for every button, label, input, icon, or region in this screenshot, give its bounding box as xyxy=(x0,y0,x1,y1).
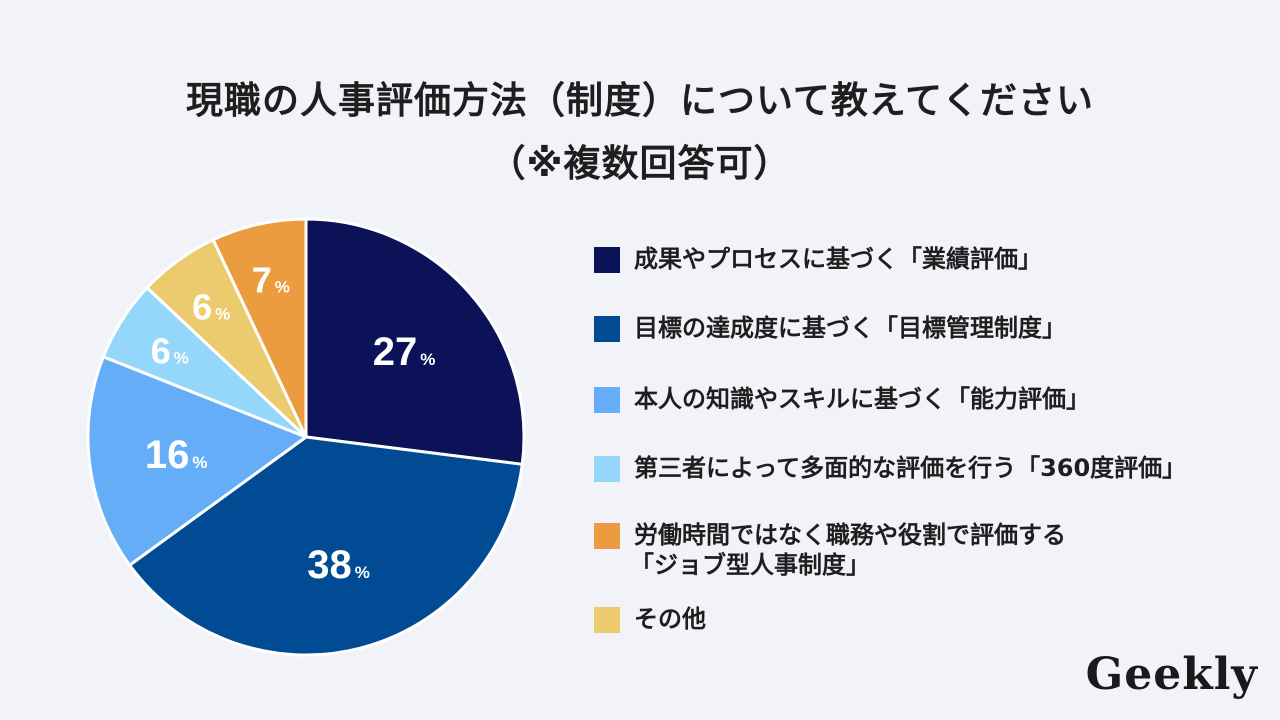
pie-slice-1 xyxy=(304,217,526,466)
legend-label: 第三者によって多面的な評価を行う「360度評価」 xyxy=(634,454,1187,482)
pie-slice-2 xyxy=(128,435,524,657)
legend-item: その他 xyxy=(594,604,706,634)
legend-item: 労働時間ではなく職務や役割で評価する 「ジョブ型人事制度」 xyxy=(594,520,1066,580)
legend-item: 目標の達成度に基づく「目標管理制度」 xyxy=(594,313,1066,343)
legend-label: 目標の達成度に基づく「目標管理制度」 xyxy=(634,314,1066,342)
legend-item: 第三者によって多面的な評価を行う「360度評価」 xyxy=(594,453,1186,483)
legend-item: 成果やプロセスに基づく「業績評価」 xyxy=(594,244,1042,274)
geekly-logo: Geekly xyxy=(1085,649,1258,700)
legend-swatch xyxy=(594,523,620,549)
slice-value-label: 6% xyxy=(192,286,230,327)
legend-label: 成果やプロセスに基づく「業績評価」 xyxy=(634,245,1042,273)
slice-value-label: 7% xyxy=(252,260,290,301)
legend-label: 労働時間ではなく職務や役割で評価する 「ジョブ型人事制度」 xyxy=(630,521,1066,579)
legend-label: その他 xyxy=(634,605,706,633)
slice-value-label: 6% xyxy=(151,331,189,372)
slice-value-label: 38% xyxy=(307,543,370,587)
chart-title: 現職の人事評価方法（制度）について教えてください xyxy=(186,79,1094,122)
legend-label: 本人の知識やスキルに基づく「能力評価」 xyxy=(634,385,1090,413)
pie-slice-3 xyxy=(86,355,308,567)
legend-swatch xyxy=(594,387,620,413)
legend-item: 本人の知識やスキルに基づく「能力評価」 xyxy=(594,384,1090,414)
legend-swatch xyxy=(594,456,620,482)
slice-value-label: 27% xyxy=(373,330,436,374)
legend-swatch xyxy=(594,247,620,273)
chart-subtitle: （※複数回答可） xyxy=(488,142,792,185)
slice-value-label: 16% xyxy=(145,433,208,477)
legend-swatch xyxy=(594,316,620,342)
legend-swatch xyxy=(594,607,620,633)
pie-slice-6 xyxy=(211,217,308,439)
